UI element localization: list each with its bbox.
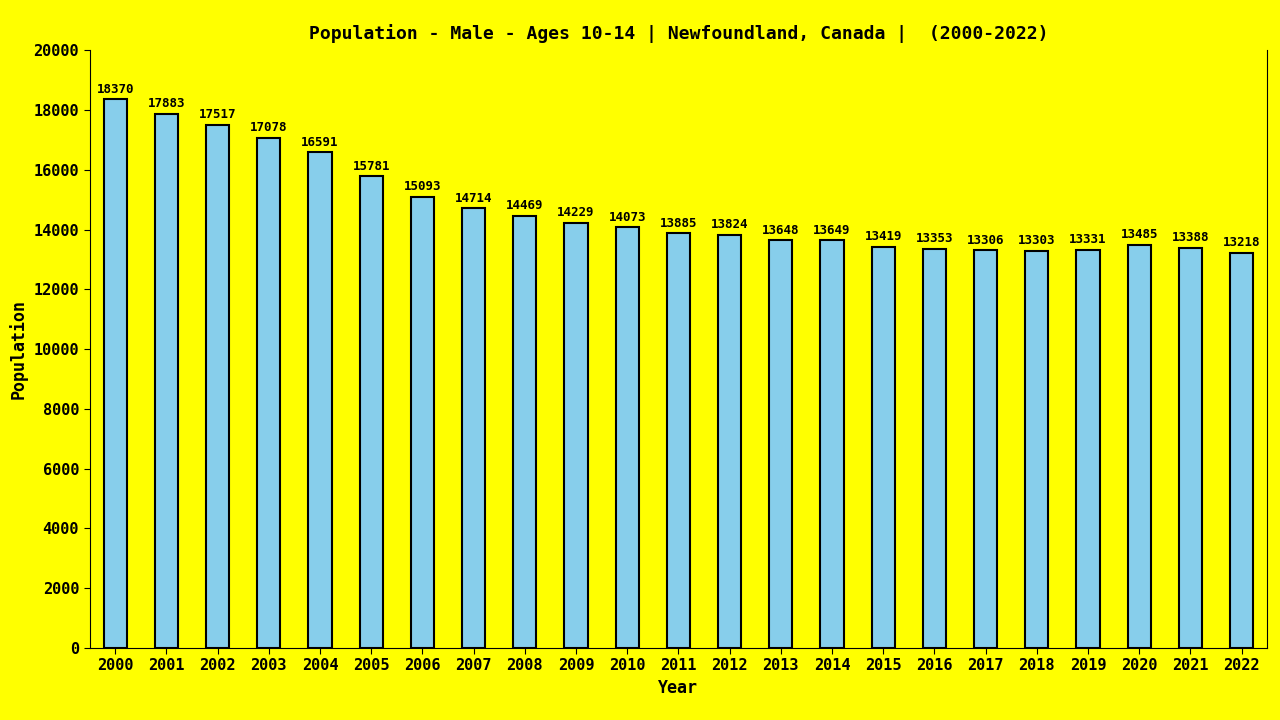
Bar — [923, 249, 946, 648]
Bar — [564, 222, 588, 648]
Bar — [872, 247, 895, 648]
Text: 17078: 17078 — [250, 121, 288, 134]
Text: 13885: 13885 — [659, 217, 698, 230]
Bar — [411, 197, 434, 648]
Bar — [820, 240, 844, 648]
Text: 13824: 13824 — [710, 218, 749, 231]
Text: 13306: 13306 — [966, 234, 1005, 247]
Title: Population - Male - Ages 10-14 | Newfoundland, Canada |  (2000-2022): Population - Male - Ages 10-14 | Newfoun… — [308, 24, 1048, 43]
Text: 13648: 13648 — [762, 224, 800, 237]
Bar — [1128, 245, 1151, 648]
Text: 13331: 13331 — [1069, 233, 1107, 246]
Bar — [616, 228, 639, 648]
X-axis label: Year: Year — [658, 679, 699, 697]
Bar — [718, 235, 741, 648]
Text: 14714: 14714 — [454, 192, 493, 204]
Text: 13419: 13419 — [864, 230, 902, 243]
Bar — [257, 138, 280, 648]
Bar — [1025, 251, 1048, 648]
Bar — [206, 125, 229, 648]
Bar — [360, 176, 383, 648]
Bar — [462, 208, 485, 648]
Bar — [1076, 250, 1100, 648]
Bar — [308, 152, 332, 648]
Text: 17517: 17517 — [198, 108, 237, 121]
Bar — [1179, 248, 1202, 648]
Bar — [769, 240, 792, 648]
Bar — [155, 114, 178, 648]
Text: 13218: 13218 — [1222, 236, 1261, 249]
Y-axis label: Population: Population — [9, 300, 28, 399]
Text: 13353: 13353 — [915, 233, 954, 246]
Text: 14229: 14229 — [557, 206, 595, 220]
Text: 13388: 13388 — [1171, 231, 1210, 244]
Text: 13649: 13649 — [813, 224, 851, 237]
Text: 15781: 15781 — [352, 160, 390, 173]
Text: 14469: 14469 — [506, 199, 544, 212]
Bar — [1230, 253, 1253, 648]
Bar — [667, 233, 690, 648]
Text: 17883: 17883 — [147, 97, 186, 110]
Bar — [974, 251, 997, 648]
Text: 18370: 18370 — [96, 83, 134, 96]
Text: 13303: 13303 — [1018, 234, 1056, 247]
Text: 15093: 15093 — [403, 181, 442, 194]
Bar — [513, 216, 536, 648]
Bar — [104, 99, 127, 648]
Text: 13485: 13485 — [1120, 228, 1158, 241]
Text: 16591: 16591 — [301, 135, 339, 148]
Text: 14073: 14073 — [608, 211, 646, 224]
